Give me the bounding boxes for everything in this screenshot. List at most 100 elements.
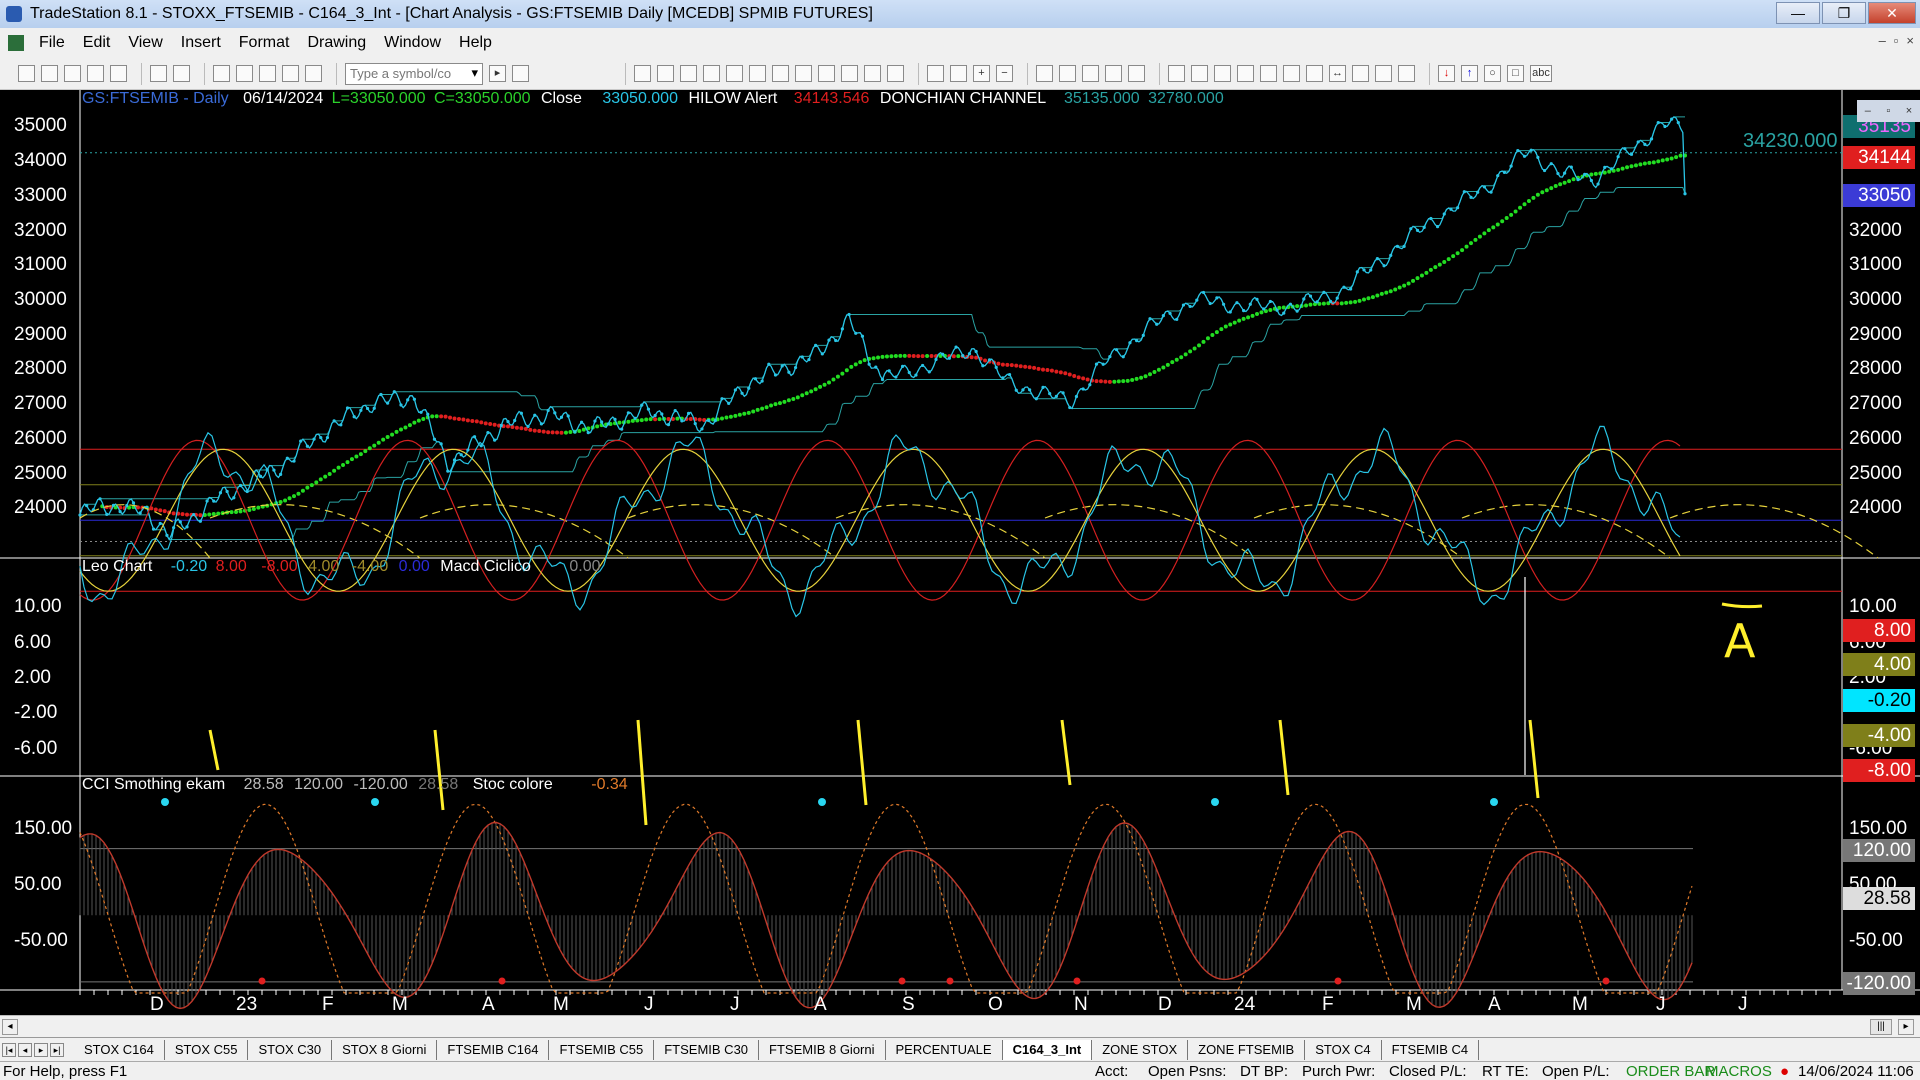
tab-ftsemib-c164[interactable]: FTSEMIB C164 (437, 1039, 550, 1060)
rectangle-icon[interactable]: □ (1507, 65, 1524, 82)
format-icon[interactable] (1105, 65, 1122, 82)
globe-icon[interactable] (305, 65, 322, 82)
tab-prev-icon[interactable]: ◂ (18, 1042, 32, 1057)
open-icon[interactable] (41, 65, 58, 82)
mdi-minimize-icon[interactable]: – (1878, 33, 1886, 48)
pen-icon[interactable] (1398, 65, 1415, 82)
status-macros[interactable]: MACROS (1706, 1063, 1772, 1080)
tab-ftsemib-8-giorni[interactable]: FTSEMIB 8 Giorni (759, 1039, 886, 1060)
tab-stox-c55[interactable]: STOX C55 (165, 1039, 249, 1060)
open-folder-icon[interactable] (110, 65, 127, 82)
window-alt-icon[interactable] (236, 65, 253, 82)
text-icon[interactable]: abc (1530, 65, 1552, 82)
ma-point (407, 423, 412, 428)
subwin-close-icon[interactable]: × (1905, 105, 1913, 117)
menu-drawing[interactable]: Drawing (307, 34, 367, 51)
subwin-restore-icon[interactable]: ▫ (1886, 105, 1891, 117)
news-icon[interactable] (772, 65, 789, 82)
menu-format[interactable]: Format (238, 34, 290, 51)
chart-window-icon[interactable] (634, 65, 651, 82)
menu-window[interactable]: Window (384, 34, 442, 51)
tab-ftsemib-c4[interactable]: FTSEMIB C4 (1382, 1039, 1480, 1060)
go-arrow-icon[interactable]: ▸ (489, 65, 506, 82)
menu-help[interactable]: Help (459, 34, 492, 51)
ellipse-icon[interactable]: ○ (1484, 65, 1501, 82)
zoom-out-icon[interactable]: − (996, 65, 1013, 82)
scroll-left-icon[interactable]: ◂ (2, 1019, 18, 1035)
menu-view[interactable]: View (128, 34, 163, 51)
tab-zone-stox[interactable]: ZONE STOX (1092, 1039, 1189, 1060)
optionstation-icon[interactable] (703, 65, 720, 82)
horizontal-scrollbar[interactable]: ◂ ||| ▸ (0, 1015, 1920, 1037)
channel-icon[interactable] (1237, 65, 1254, 82)
time-sales-icon[interactable] (795, 65, 812, 82)
zoom-in-icon[interactable]: + (973, 65, 990, 82)
tab-stox-c4[interactable]: STOX C4 (1305, 1039, 1382, 1060)
andrews-pitchfork-icon[interactable] (1283, 65, 1300, 82)
portfolio-icon[interactable] (749, 65, 766, 82)
chart-analysis-window[interactable]: GS:FTSEMIB - Daily 06/14/2024 L=33050.00… (0, 90, 1920, 1015)
tab-stox-c30[interactable]: STOX C30 (248, 1039, 333, 1060)
tab-c164-3-int[interactable]: C164_3_Int (1002, 1039, 1093, 1060)
subwin-minimize-icon[interactable]: – (1864, 105, 1871, 117)
tools-icon[interactable] (1082, 65, 1099, 82)
scroll-thumb[interactable]: ||| (1870, 1019, 1892, 1035)
menu-file[interactable]: File (39, 34, 65, 51)
alert-icon[interactable] (1128, 65, 1145, 82)
search-icon[interactable] (512, 65, 529, 82)
bar-chart-icon[interactable] (841, 65, 858, 82)
radar-icon[interactable] (657, 65, 674, 82)
minimize-button[interactable]: — (1776, 2, 1820, 24)
strategy-icon[interactable] (282, 65, 299, 82)
tab-stox-c164[interactable]: STOX C164 (74, 1039, 165, 1060)
tab-last-icon[interactable]: ▸| (50, 1042, 64, 1057)
copy-icon[interactable] (87, 65, 104, 82)
chevron-down-icon[interactable]: ▾ (471, 64, 478, 80)
tab-stox-8-giorni[interactable]: STOX 8 Giorni (332, 1039, 438, 1060)
regression-icon[interactable] (1352, 65, 1369, 82)
arrow-lr-icon[interactable]: ↔ (1329, 65, 1346, 82)
tab-next-icon[interactable]: ▸ (34, 1042, 48, 1057)
lock-icon[interactable] (259, 65, 276, 82)
new-workspace-icon[interactable] (64, 65, 81, 82)
tab-first-icon[interactable]: |◂ (2, 1042, 16, 1057)
scroll-right-icon[interactable]: ▸ (1898, 1019, 1914, 1035)
matrix-icon[interactable] (680, 65, 697, 82)
mdi-close-icon[interactable]: × (1906, 33, 1914, 48)
line-chart-icon[interactable] (887, 65, 904, 82)
subwindow-controls[interactable]: – ▫ × (1857, 100, 1920, 122)
close-button[interactable]: ✕ (1868, 2, 1916, 24)
new-icon[interactable] (18, 65, 35, 82)
menu-edit[interactable]: Edit (82, 34, 111, 51)
chart-window-icon[interactable] (8, 35, 24, 51)
pointer-icon[interactable] (1036, 65, 1053, 82)
print-icon[interactable] (173, 65, 190, 82)
speed-lines-icon[interactable] (1306, 65, 1323, 82)
tab-percentuale[interactable]: PERCENTUALE (886, 1039, 1003, 1060)
horizontal-line-icon[interactable] (1214, 65, 1231, 82)
spacing-alt-icon[interactable] (950, 65, 967, 82)
cci-signal-dot (1211, 798, 1219, 806)
fibonacci-icon[interactable] (1260, 65, 1277, 82)
status-order-bar[interactable]: ORDER BAR (1626, 1063, 1716, 1080)
tab-ftsemib-c30[interactable]: FTSEMIB C30 (654, 1039, 760, 1060)
level2-icon[interactable] (818, 65, 835, 82)
chart-canvas[interactable] (0, 90, 1920, 1015)
save-icon[interactable] (150, 65, 167, 82)
candlestick-icon[interactable] (864, 65, 881, 82)
symbol-input[interactable]: Type a symbol/co ▾ (345, 62, 483, 85)
arrow-down-icon[interactable]: ↓ (1438, 65, 1455, 82)
maximize-button[interactable]: ❐ (1822, 2, 1866, 24)
menu-insert[interactable]: Insert (180, 34, 221, 51)
gann-fan-icon[interactable] (1191, 65, 1208, 82)
arrow-up-icon[interactable]: ↑ (1461, 65, 1478, 82)
trendline-icon[interactable] (1168, 65, 1185, 82)
tab-ftsemib-c55[interactable]: FTSEMIB C55 (549, 1039, 655, 1060)
mdi-restore-icon[interactable]: ▫ (1893, 33, 1899, 48)
spacing-icon[interactable] (927, 65, 944, 82)
scanner-icon[interactable] (726, 65, 743, 82)
tab-zone-ftsemib[interactable]: ZONE FTSEMIB (1188, 1039, 1306, 1060)
data-window-icon[interactable] (1059, 65, 1076, 82)
window-icon[interactable] (213, 65, 230, 82)
arc-icon[interactable] (1375, 65, 1392, 82)
